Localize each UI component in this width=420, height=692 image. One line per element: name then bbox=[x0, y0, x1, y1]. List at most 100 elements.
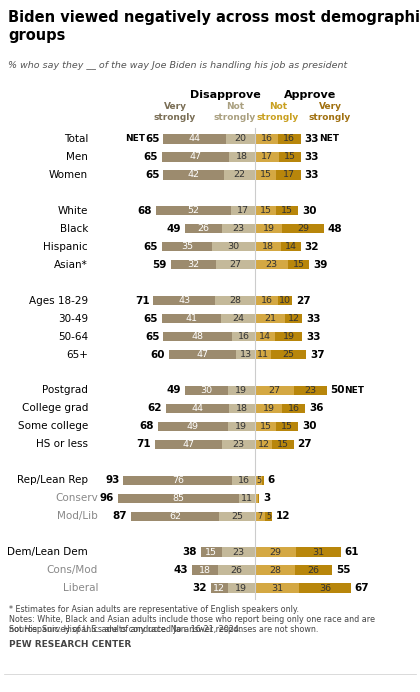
Bar bbox=[162, 314, 220, 323]
Bar bbox=[155, 439, 222, 449]
Text: 38: 38 bbox=[182, 547, 197, 557]
Text: 30-49: 30-49 bbox=[58, 313, 88, 324]
Bar bbox=[255, 296, 278, 305]
Text: Not
strongly: Not strongly bbox=[214, 102, 256, 122]
Text: 10: 10 bbox=[279, 296, 291, 305]
Text: 15: 15 bbox=[284, 152, 296, 161]
Text: 49: 49 bbox=[187, 422, 199, 431]
Bar bbox=[163, 332, 232, 341]
Text: White: White bbox=[58, 206, 88, 216]
Bar bbox=[255, 547, 297, 557]
Text: Disapprove: Disapprove bbox=[189, 90, 260, 100]
Text: 62: 62 bbox=[148, 403, 163, 413]
Text: 96: 96 bbox=[100, 493, 114, 503]
Text: Very
strongly: Very strongly bbox=[154, 102, 196, 122]
Text: 6: 6 bbox=[268, 475, 275, 485]
Bar bbox=[218, 565, 255, 575]
Text: 35: 35 bbox=[181, 242, 193, 251]
Text: 93: 93 bbox=[105, 475, 119, 485]
Text: 25: 25 bbox=[231, 511, 243, 520]
Bar bbox=[236, 350, 255, 359]
Text: 15: 15 bbox=[260, 206, 272, 215]
Text: 31: 31 bbox=[312, 547, 325, 556]
Text: 32: 32 bbox=[187, 260, 199, 269]
Bar bbox=[162, 152, 229, 162]
Bar bbox=[282, 224, 324, 233]
Text: 19: 19 bbox=[283, 332, 294, 341]
Text: Very
strongly: Very strongly bbox=[309, 102, 351, 122]
Text: Men: Men bbox=[66, 152, 88, 162]
Text: 27: 27 bbox=[296, 295, 311, 306]
Bar bbox=[255, 134, 278, 144]
Text: Conserv: Conserv bbox=[55, 493, 98, 503]
Text: Notes: White, Black and Asian adults include those who report being only one rac: Notes: White, Black and Asian adults inc… bbox=[9, 615, 375, 635]
Text: 26: 26 bbox=[231, 565, 242, 574]
Text: 11: 11 bbox=[241, 493, 253, 502]
Text: 65: 65 bbox=[144, 242, 158, 252]
Text: 67: 67 bbox=[355, 583, 370, 593]
Text: Black: Black bbox=[60, 224, 88, 234]
Text: PEW RESEARCH CENTER: PEW RESEARCH CENTER bbox=[9, 640, 131, 649]
Text: 16: 16 bbox=[260, 296, 273, 305]
Text: 33: 33 bbox=[306, 313, 321, 324]
Text: 71: 71 bbox=[135, 295, 150, 306]
Text: 47: 47 bbox=[183, 440, 194, 449]
Text: 23: 23 bbox=[304, 386, 316, 395]
Text: 19: 19 bbox=[262, 404, 275, 413]
Text: Approve: Approve bbox=[284, 90, 336, 100]
Bar bbox=[255, 350, 271, 359]
Bar bbox=[239, 493, 255, 503]
Text: 71: 71 bbox=[136, 439, 151, 449]
Bar bbox=[281, 242, 301, 251]
Bar bbox=[255, 206, 276, 215]
Text: 26: 26 bbox=[197, 224, 210, 233]
Bar bbox=[153, 296, 215, 305]
Text: 43: 43 bbox=[178, 296, 190, 305]
Text: 16: 16 bbox=[284, 134, 295, 143]
Bar bbox=[276, 421, 298, 431]
Text: 87: 87 bbox=[112, 511, 126, 521]
Bar bbox=[228, 385, 255, 395]
Text: 27: 27 bbox=[230, 260, 241, 269]
Text: Rep/Lean Rep: Rep/Lean Rep bbox=[17, 475, 88, 485]
Bar bbox=[282, 403, 305, 413]
Bar bbox=[255, 475, 262, 485]
Bar bbox=[255, 385, 294, 395]
Text: 26: 26 bbox=[307, 565, 320, 574]
Bar bbox=[222, 439, 255, 449]
Bar bbox=[226, 134, 255, 144]
Bar bbox=[232, 332, 255, 341]
Text: College grad: College grad bbox=[21, 403, 88, 413]
Bar bbox=[223, 170, 255, 179]
Text: 17: 17 bbox=[283, 170, 294, 179]
Text: 16: 16 bbox=[288, 404, 299, 413]
Bar bbox=[215, 296, 255, 305]
Bar bbox=[163, 170, 223, 179]
Bar bbox=[255, 439, 272, 449]
Bar bbox=[212, 242, 255, 251]
Text: 48: 48 bbox=[328, 224, 342, 234]
Text: 27: 27 bbox=[268, 386, 280, 395]
Text: 62: 62 bbox=[169, 511, 181, 520]
Text: % who say they __ of the way Joe Biden is handling his job as president: % who say they __ of the way Joe Biden i… bbox=[8, 61, 348, 70]
Text: NET: NET bbox=[344, 386, 365, 395]
Text: Cons/Mod: Cons/Mod bbox=[47, 565, 98, 575]
Bar bbox=[255, 421, 276, 431]
Text: 21: 21 bbox=[264, 314, 276, 323]
Bar bbox=[271, 350, 307, 359]
Bar bbox=[219, 511, 255, 521]
Text: 65: 65 bbox=[144, 152, 158, 162]
Bar bbox=[171, 260, 216, 269]
Bar bbox=[255, 511, 265, 521]
Bar bbox=[279, 152, 301, 162]
Text: Some college: Some college bbox=[18, 421, 88, 431]
Text: 33: 33 bbox=[306, 331, 321, 342]
Bar bbox=[255, 170, 276, 179]
Text: 23: 23 bbox=[233, 440, 244, 449]
Text: 32: 32 bbox=[192, 583, 207, 593]
Text: 68: 68 bbox=[139, 421, 154, 431]
Text: 7: 7 bbox=[257, 511, 262, 520]
Text: 44: 44 bbox=[192, 404, 204, 413]
Bar bbox=[220, 314, 255, 323]
Bar bbox=[229, 403, 255, 413]
